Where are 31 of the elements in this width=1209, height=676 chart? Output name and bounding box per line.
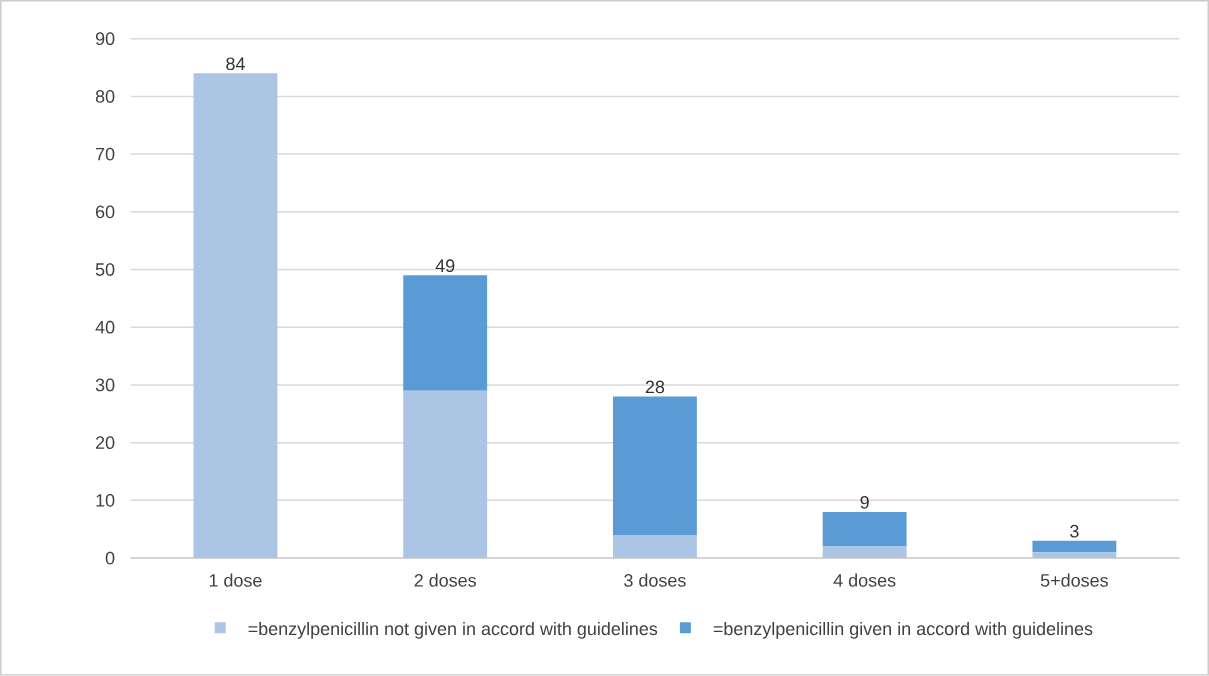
bar: [403, 275, 488, 391]
bar: [822, 512, 907, 547]
bar: [403, 390, 488, 559]
bar: [612, 535, 697, 559]
y-tick-label: 80: [95, 90, 115, 103]
y-tick-label: 40: [95, 321, 115, 334]
y-tick-label: 10: [96, 494, 115, 507]
bar: [1032, 540, 1117, 553]
x-tick-label: 4 doses: [833, 573, 896, 587]
legend-label: =benzylpenicillin not given in accord with guidelines: [248, 622, 658, 639]
total-label: 28: [645, 380, 665, 394]
bar: [193, 73, 278, 559]
x-tick-label: 1 dose: [209, 573, 262, 587]
y-tick-label: 90: [95, 32, 115, 46]
bar: [822, 546, 907, 559]
legend-label: =benzylpenicillin given in accord with guidelines: [713, 622, 1093, 639]
y-tick-label: 70: [96, 147, 115, 161]
x-tick-label: 3 doses: [624, 573, 686, 587]
y-tick-label: 0: [105, 551, 115, 565]
y-tick-label: 50: [95, 263, 115, 277]
y-tick-label: 60: [95, 205, 115, 219]
y-tick-label: 30: [95, 378, 115, 392]
y-tick-label: 20: [95, 436, 115, 450]
total-label: 84: [226, 57, 245, 71]
total-label: 3: [1070, 524, 1079, 538]
bar: [612, 396, 697, 536]
x-tick-label: 5+doses: [1040, 573, 1108, 587]
total-label: 9: [860, 496, 869, 509]
bar: [1032, 552, 1117, 559]
total-label: 49: [435, 259, 455, 273]
x-tick-label: 2 doses: [414, 573, 477, 587]
